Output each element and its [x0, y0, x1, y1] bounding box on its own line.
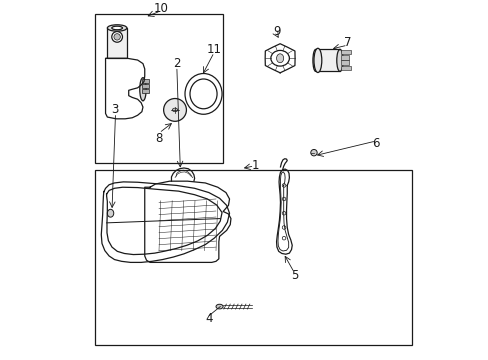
Ellipse shape [336, 49, 343, 71]
Bar [341, 60, 348, 65]
Ellipse shape [216, 304, 223, 309]
Text: 4: 4 [204, 312, 212, 325]
Ellipse shape [313, 48, 321, 72]
Ellipse shape [114, 34, 120, 40]
Text: 10: 10 [153, 2, 168, 15]
Bar [341, 66, 351, 70]
Text: 3: 3 [111, 103, 118, 116]
Text: 9: 9 [272, 25, 280, 38]
Bar [142, 79, 149, 83]
Ellipse shape [190, 79, 217, 109]
Bar [341, 50, 351, 54]
Ellipse shape [112, 32, 122, 42]
Bar [142, 84, 149, 88]
Ellipse shape [112, 26, 122, 30]
Bar [95, 171, 411, 345]
Bar [95, 14, 223, 163]
Ellipse shape [270, 50, 289, 66]
Ellipse shape [172, 108, 177, 112]
Text: 7: 7 [344, 36, 351, 49]
Ellipse shape [107, 209, 114, 217]
Bar [315, 49, 339, 71]
Circle shape [163, 99, 186, 121]
Text: 6: 6 [372, 137, 379, 150]
Text: 11: 11 [206, 43, 221, 56]
Text: 8: 8 [155, 132, 163, 145]
Ellipse shape [184, 73, 222, 114]
Ellipse shape [140, 78, 146, 101]
Ellipse shape [276, 54, 283, 63]
Bar [341, 55, 348, 60]
Circle shape [310, 149, 317, 156]
Text: 2: 2 [173, 57, 180, 70]
Text: 5: 5 [290, 269, 298, 282]
Ellipse shape [312, 49, 318, 71]
Bar [142, 89, 149, 93]
Bar [107, 28, 127, 58]
Ellipse shape [107, 25, 127, 31]
Text: 1: 1 [251, 159, 259, 172]
